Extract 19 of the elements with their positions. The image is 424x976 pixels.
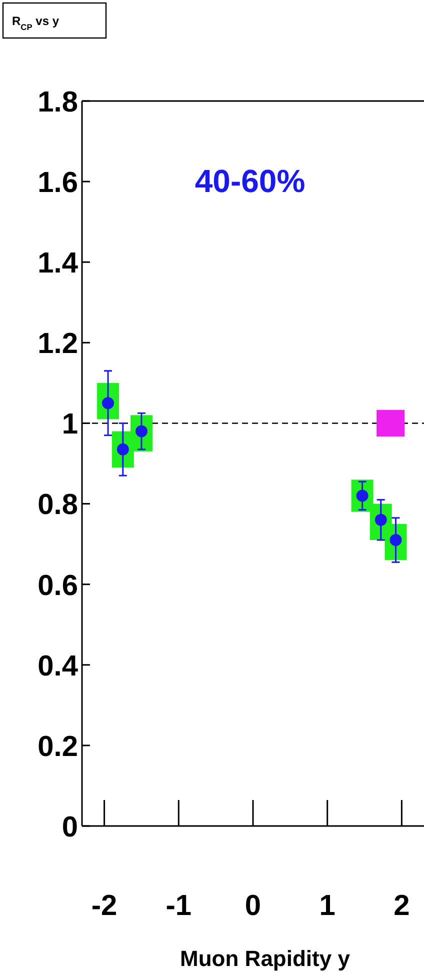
annotation: 40-60% (194, 163, 306, 199)
y-tick-label: 0.2 (38, 730, 78, 763)
chart-title: R$_{CP}$ vs y (12, 14, 60, 32)
y-tick-label: 1.6 (38, 166, 78, 199)
y-tick-label: 0.6 (38, 570, 78, 602)
x-tick-label: -2 (91, 890, 118, 922)
y-tick-label: 1.4 (38, 248, 78, 280)
y-tick-label: 0.4 (38, 650, 78, 682)
y-tick-label: 0 (62, 811, 78, 844)
bar (376, 410, 405, 437)
y-tick-label: 1.2 (38, 328, 78, 360)
y-tick-label: 1.8 (38, 86, 78, 118)
y-tick-label: 1 (62, 408, 78, 441)
x-axis-title: Muon Rapidity y (180, 946, 351, 971)
x-tick-label: 0 (244, 890, 262, 922)
x-tick-label: 1 (319, 890, 336, 922)
x-tick-label: -1 (166, 890, 192, 922)
y-tick-label: 0.8 (38, 489, 78, 522)
x-tick-label: 2 (394, 890, 410, 922)
